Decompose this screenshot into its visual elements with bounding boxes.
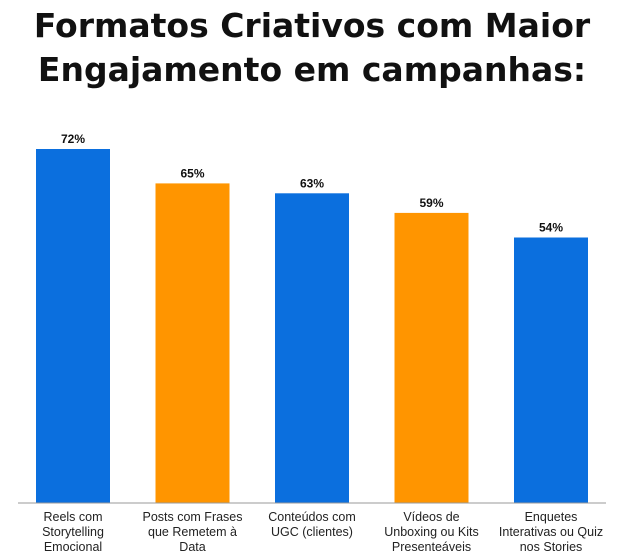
bar-1 <box>36 149 110 503</box>
category-label-line: Enquetes <box>525 510 578 524</box>
bar-2 <box>155 183 230 503</box>
category-label-5: Enquetes Interativas ou Quiz nos Stories <box>499 510 603 554</box>
category-label-line: Interativas ou Quiz <box>499 525 603 539</box>
bar-3 <box>275 193 349 504</box>
category-labels-layer: Reels com Storytelling Emocional Posts com … <box>42 510 603 554</box>
value-label-4: 59% <box>419 196 443 210</box>
category-label-line: Conteúdos com <box>268 510 356 524</box>
category-label-line: Reels com <box>43 510 102 524</box>
category-label-line: Posts com Frases <box>142 510 242 524</box>
chart-title-line-2: Engajamento em campanhas: <box>37 50 587 89</box>
category-label-3: Conteúdos com UGC (clientes) <box>268 510 356 539</box>
category-label-line: Data <box>179 540 205 554</box>
value-label-3: 63% <box>300 176 324 190</box>
category-label-line: que Remetem à <box>148 525 237 539</box>
category-label-line: Storytelling <box>42 525 104 539</box>
category-label-line: UGC (clientes) <box>271 525 353 539</box>
value-labels-layer: 72% 65% 63% 59% 54% <box>61 132 563 235</box>
chart-title: Formatos Criativos com Maior Engajamento… <box>0 4 624 92</box>
category-label-line: Unboxing ou Kits <box>384 525 479 539</box>
category-label-line: nos Stories <box>520 540 583 554</box>
category-label-line: Vídeos de <box>403 510 459 524</box>
category-label-1: Reels com Storytelling Emocional <box>42 510 104 554</box>
category-label-line: Emocional <box>44 540 102 554</box>
value-label-2: 65% <box>180 166 204 180</box>
category-label-2: Posts com Frases que Remetem à Data <box>142 510 242 554</box>
bars-layer <box>36 149 588 504</box>
bar-4 <box>394 212 469 503</box>
category-label-4: Vídeos de Unboxing ou Kits Presenteáveis <box>384 510 479 554</box>
value-label-1: 72% <box>61 132 85 146</box>
category-label-line: Presenteáveis <box>392 540 471 554</box>
chart-title-line-1: Formatos Criativos com Maior <box>33 6 591 45</box>
value-label-5: 54% <box>539 221 563 235</box>
bar-5 <box>514 237 588 503</box>
